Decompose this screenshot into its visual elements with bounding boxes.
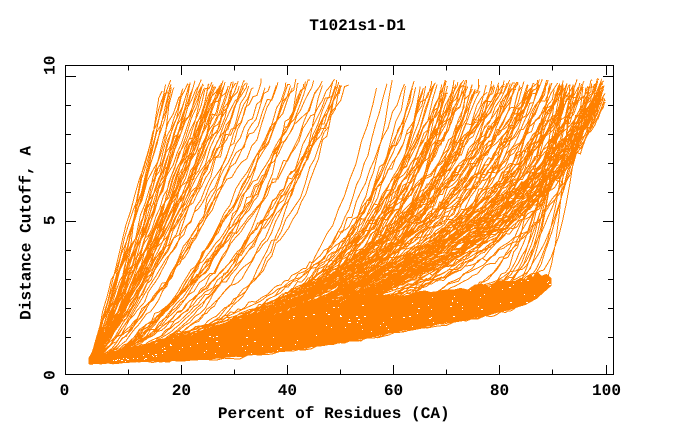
svg-text:Percent of Residues (CA): Percent of Residues (CA)	[218, 405, 450, 423]
svg-text:20: 20	[172, 382, 191, 400]
svg-text:5: 5	[42, 215, 60, 225]
svg-text:100: 100	[592, 382, 621, 400]
svg-text:10: 10	[42, 56, 60, 75]
svg-text:40: 40	[278, 382, 297, 400]
svg-text:T1021s1-D1: T1021s1-D1	[309, 17, 406, 35]
svg-text:0: 0	[60, 382, 70, 400]
svg-text:Distance Cutoff, A: Distance Cutoff, A	[18, 146, 36, 320]
svg-text:80: 80	[490, 382, 509, 400]
svg-text:0: 0	[42, 370, 60, 380]
svg-text:60: 60	[384, 382, 403, 400]
